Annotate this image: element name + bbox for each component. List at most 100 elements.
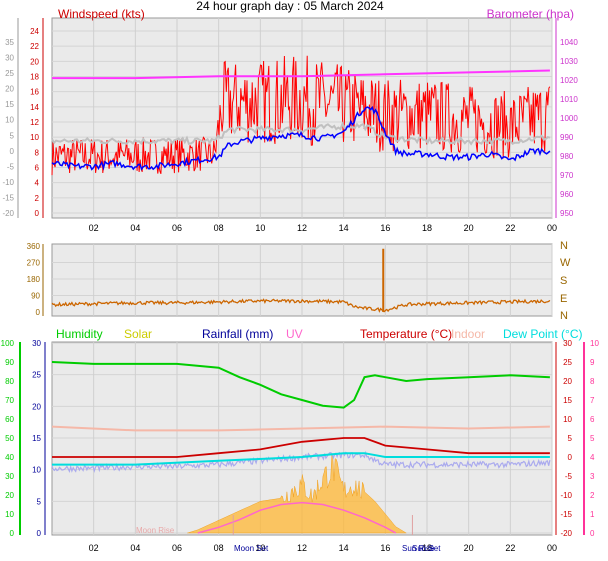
compass-tick-label: W bbox=[560, 257, 571, 269]
right-tick-label: 990 bbox=[560, 133, 574, 142]
right-tick-label: 1000 bbox=[560, 114, 578, 123]
compass-tick-label: N bbox=[560, 240, 568, 252]
time-tick-label: 12 bbox=[297, 223, 307, 233]
rain-tick-label: 30 bbox=[32, 339, 41, 348]
uv-tick-label: 4 bbox=[590, 453, 595, 462]
barometer-line bbox=[52, 69, 550, 80]
left-tick-label: 270 bbox=[27, 259, 41, 268]
uv-tick-label: 5 bbox=[590, 434, 595, 443]
rain-tick-label: 25 bbox=[32, 371, 41, 380]
time-tick-label: 04 bbox=[130, 543, 140, 553]
right-tick-label: 1010 bbox=[560, 95, 578, 104]
left-outer-tick-label: -15 bbox=[2, 193, 14, 202]
astro-marker-label: Sun Rise bbox=[402, 544, 435, 553]
compass-tick-label: S bbox=[560, 275, 567, 287]
temperature-tick-label: -20 bbox=[560, 529, 572, 538]
left-inner-tick-label: 0 bbox=[35, 209, 40, 218]
left-outer-tick-label: -20 bbox=[2, 209, 14, 218]
astro-marker-label: Sun Set bbox=[412, 544, 441, 553]
humidity-tick-label: 80 bbox=[5, 377, 14, 386]
left-tick-label: 180 bbox=[27, 275, 41, 284]
legend-item: Solar bbox=[124, 327, 152, 341]
wind-direction-line bbox=[51, 298, 551, 313]
time-tick-label: 16 bbox=[380, 543, 390, 553]
time-tick-label: 06 bbox=[172, 223, 182, 233]
right-tick-label: 970 bbox=[560, 171, 574, 180]
left-outer-tick-label: -10 bbox=[2, 178, 14, 187]
astro-marker-label: Moon Rise bbox=[136, 526, 175, 535]
barometer-legend: Barometer (hpa) bbox=[487, 7, 574, 21]
uv-line bbox=[197, 501, 397, 534]
left-tick-label: 360 bbox=[27, 242, 41, 251]
humidity-tick-label: 70 bbox=[5, 396, 14, 405]
humidity-tick-label: 20 bbox=[5, 491, 14, 500]
right-tick-label: 1020 bbox=[560, 76, 578, 85]
time-tick-label: 18 bbox=[422, 223, 432, 233]
average-wind-line bbox=[51, 121, 551, 147]
rain-tick-label: 15 bbox=[32, 434, 41, 443]
time-tick-label: 22 bbox=[505, 223, 515, 233]
legend-item: Humidity bbox=[56, 327, 103, 341]
temperature-tick-label: 25 bbox=[563, 358, 572, 367]
time-tick-label: 06 bbox=[172, 543, 182, 553]
right-tick-label: 960 bbox=[560, 190, 574, 199]
time-tick-label: 00 bbox=[547, 223, 557, 233]
left-tick-label: 90 bbox=[31, 292, 40, 301]
climate-legend: Humidity Solar Rainfall (mm) UV Temperature … bbox=[56, 327, 582, 341]
temperature-tick-label: 15 bbox=[563, 396, 572, 405]
humidity-tick-label: 10 bbox=[5, 510, 14, 519]
temperature-tick-label: 20 bbox=[563, 377, 572, 386]
wind-lull-line bbox=[51, 105, 551, 171]
time-tick-label: 10 bbox=[255, 543, 265, 553]
uv-tick-label: 1 bbox=[590, 510, 595, 519]
left-outer-tick-label: 20 bbox=[5, 85, 14, 94]
time-tick-label: 04 bbox=[130, 223, 140, 233]
windspeed-gust-line bbox=[51, 55, 551, 176]
legend-item: Dew Point (°C) bbox=[503, 327, 582, 341]
humidity-line bbox=[51, 361, 550, 409]
humidity-tick-label: 90 bbox=[5, 358, 14, 367]
uv-tick-label: 6 bbox=[590, 415, 595, 424]
left-outer-tick-label: 0 bbox=[10, 147, 15, 156]
left-outer-tick-label: -5 bbox=[7, 162, 15, 171]
time-tick-label: 14 bbox=[339, 223, 349, 233]
humidity-tick-label: 30 bbox=[5, 472, 14, 481]
dew-point-line bbox=[52, 452, 550, 466]
legend-item: Indoor bbox=[451, 327, 485, 341]
left-inner-tick-label: 8 bbox=[35, 148, 40, 157]
compass-tick-label: E bbox=[560, 293, 567, 305]
time-tick-label: 08 bbox=[214, 543, 224, 553]
right-tick-label: 980 bbox=[560, 152, 574, 161]
left-outer-tick-label: 15 bbox=[5, 100, 14, 109]
left-inner-tick-label: 14 bbox=[30, 103, 39, 112]
left-inner-tick-label: 6 bbox=[35, 164, 40, 173]
time-tick-label: 20 bbox=[464, 223, 474, 233]
left-outer-tick-label: 30 bbox=[5, 54, 14, 63]
left-tick-label: 0 bbox=[36, 308, 41, 317]
left-inner-tick-label: 10 bbox=[30, 133, 39, 142]
chart-title: 24 hour graph day : 05 March 2024 bbox=[196, 0, 384, 13]
left-inner-tick-label: 18 bbox=[30, 73, 39, 82]
right-tick-label: 950 bbox=[560, 209, 574, 218]
left-inner-tick-label: 24 bbox=[30, 27, 39, 36]
uv-tick-label: 2 bbox=[590, 491, 595, 500]
uv-tick-label: 10 bbox=[590, 339, 599, 348]
legend-item: UV bbox=[286, 327, 303, 341]
temperature-tick-label: -10 bbox=[560, 491, 572, 500]
time-tick-label: 02 bbox=[89, 223, 99, 233]
time-tick-label: 08 bbox=[214, 223, 224, 233]
humidity-tick-label: 60 bbox=[5, 415, 14, 424]
uv-tick-label: 7 bbox=[590, 396, 595, 405]
uv-tick-label: 0 bbox=[590, 529, 595, 538]
time-tick-label: 14 bbox=[339, 543, 349, 553]
rain-tick-label: 20 bbox=[32, 402, 41, 411]
windspeed-legend: Windspeed (kts) bbox=[58, 7, 145, 21]
time-tick-label: 10 bbox=[255, 223, 265, 233]
time-tick-label: 16 bbox=[380, 223, 390, 233]
left-outer-tick-label: 25 bbox=[5, 69, 14, 78]
left-outer-tick-label: 35 bbox=[5, 38, 14, 47]
indoor-line bbox=[51, 425, 550, 432]
legend-item: Rainfall (mm) bbox=[202, 327, 273, 341]
